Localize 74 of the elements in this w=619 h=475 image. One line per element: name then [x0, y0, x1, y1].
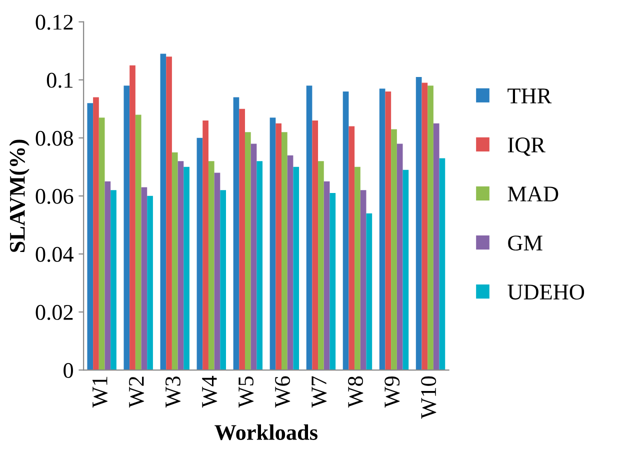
x-tick-label: W2: [128, 376, 144, 408]
bar: [202, 120, 208, 370]
bar: [396, 144, 403, 370]
bar: [422, 82, 428, 370]
bar: [312, 120, 318, 370]
bar: [391, 129, 397, 370]
legend-label: MAD: [508, 186, 558, 202]
x-tick-label: W4: [202, 376, 218, 408]
x-axis-title: Workloads: [214, 424, 318, 440]
x-tick-label: W3: [165, 376, 181, 408]
bar: [250, 144, 257, 370]
legend-label: UDEHO: [508, 284, 584, 300]
legend-label: IQR: [508, 138, 546, 156]
bar: [220, 190, 226, 370]
x-tick-label: W1: [92, 376, 108, 408]
bar: [104, 181, 111, 370]
bar: [110, 190, 116, 370]
bar: [124, 86, 130, 370]
y-tick-label: 0.12: [36, 14, 73, 30]
legend-label: GM: [508, 236, 542, 251]
bar: [324, 181, 330, 370]
y-tick-label: 0.04: [36, 246, 74, 262]
y-tick-label: 0: [64, 362, 73, 378]
bar: [342, 91, 349, 370]
bar: [428, 86, 434, 370]
bar: [348, 126, 355, 370]
bar: [178, 161, 184, 370]
x-tick-label: W6: [275, 376, 290, 408]
bar: [318, 161, 324, 370]
bar: [147, 196, 153, 370]
x-tick-label: W8: [348, 376, 364, 408]
bar: [366, 213, 372, 370]
y-tick-label: 0.1: [46, 72, 73, 88]
bar: [214, 172, 220, 370]
bar: [233, 97, 240, 370]
legend-label: THR: [508, 88, 552, 104]
bar: [208, 161, 214, 370]
bar: [256, 161, 263, 370]
bar: [141, 187, 148, 370]
bar: [160, 54, 166, 370]
y-tick-label: 0.02: [36, 304, 73, 320]
bar: [166, 56, 172, 370]
bar: [330, 193, 336, 370]
bar: [385, 91, 392, 370]
bar: [293, 166, 300, 370]
bar: [98, 118, 105, 370]
bar: [282, 132, 288, 370]
bar: [172, 152, 178, 370]
y-axis-title: SLAVM(%): [9, 140, 30, 252]
bar: [433, 123, 440, 370]
bar: [93, 97, 99, 370]
bar: [135, 114, 142, 370]
y-tick-label: 0.06: [36, 188, 74, 204]
bar: [196, 138, 203, 370]
bar: [287, 155, 294, 370]
bar: [402, 170, 409, 370]
bar: [354, 166, 360, 370]
bar: [360, 190, 366, 370]
bar: [306, 86, 312, 370]
bar: [244, 132, 251, 370]
x-tick-label: W7: [312, 376, 327, 408]
x-tick-label: W5: [238, 376, 254, 408]
bar: [416, 76, 422, 370]
y-tick-label: 0.08: [36, 130, 73, 146]
x-tick-label: W9: [384, 376, 400, 408]
bar: [184, 166, 190, 370]
bar: [87, 103, 94, 370]
bar: [239, 108, 245, 370]
bar: [130, 65, 136, 370]
bar: [379, 88, 386, 370]
x-tick-label: W10: [421, 376, 436, 419]
bar: [270, 118, 276, 370]
bar: [276, 123, 282, 370]
bar: [439, 158, 446, 370]
